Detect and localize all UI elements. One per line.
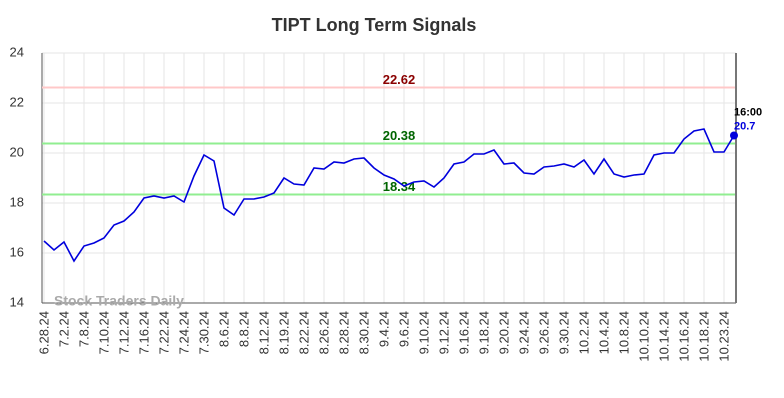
- x-tick-label: 8.22.24: [296, 311, 311, 354]
- y-tick-label: 18: [10, 194, 24, 209]
- x-tick-label: 7.12.24: [116, 311, 131, 354]
- x-tick-label: 10.4.24: [596, 311, 611, 354]
- chart-title: TIPT Long Term Signals: [272, 15, 477, 35]
- x-tick-label: 9.30.24: [556, 311, 571, 354]
- price-line: [43, 128, 735, 263]
- y-tick-label: 24: [10, 44, 24, 59]
- y-tick-label: 16: [10, 244, 24, 259]
- x-tick-label: 10.8.24: [616, 311, 631, 354]
- x-tick-label: 10.18.24: [696, 311, 711, 362]
- last-time-label: 16:00: [734, 106, 762, 118]
- x-tick-label: 7.22.24: [156, 311, 171, 354]
- x-tick-label: 9.6.24: [396, 311, 411, 347]
- x-tick-label: 9.16.24: [456, 311, 471, 354]
- x-tick-label: 10.16.24: [676, 311, 691, 362]
- x-tick-label: 7.16.24: [136, 311, 151, 354]
- x-tick-label: 10.14.24: [656, 311, 671, 362]
- x-tick-label: 7.2.24: [56, 311, 71, 347]
- x-tick-label: 8.28.24: [336, 311, 351, 354]
- x-tick-label: 8.26.24: [316, 311, 331, 354]
- last-value-label: 20.7: [734, 120, 755, 132]
- x-tick-label: 9.20.24: [496, 311, 511, 354]
- x-tick-label: 9.24.24: [516, 311, 531, 354]
- x-tick-label: 8.12.24: [256, 311, 271, 354]
- watermark: Stock Traders Daily: [54, 293, 184, 309]
- x-tick-label: 10.10.24: [636, 311, 651, 362]
- x-tick-label: 9.26.24: [536, 311, 551, 354]
- x-tick-label: 7.30.24: [196, 311, 211, 354]
- x-tick-label: 7.8.24: [76, 311, 91, 347]
- x-tick-label: 8.30.24: [356, 311, 371, 354]
- x-tick-label: 10.2.24: [576, 311, 591, 354]
- x-tick-label: 9.4.24: [376, 311, 391, 347]
- signal-label: 18.34: [383, 179, 416, 194]
- signal-label: 20.38: [383, 128, 416, 143]
- x-tick-label: 6.28.24: [36, 311, 51, 354]
- x-tick-label: 9.12.24: [436, 311, 451, 354]
- x-tick-label: 8.6.24: [216, 311, 231, 347]
- y-tick-label: 20: [10, 144, 24, 159]
- x-tick-label: 9.18.24: [476, 311, 491, 354]
- x-tick-label: 7.10.24: [96, 311, 111, 354]
- y-tick-label: 14: [10, 294, 24, 309]
- last-point: [730, 131, 738, 140]
- x-tick-label: 8.8.24: [236, 311, 251, 347]
- x-tick-label: 9.10.24: [416, 311, 431, 354]
- y-tick-label: 22: [10, 94, 24, 109]
- x-tick-label: 8.19.24: [276, 311, 291, 354]
- x-tick-label: 10.23.24: [716, 311, 731, 362]
- signal-label: 22.62: [383, 72, 416, 87]
- x-tick-label: 7.24.24: [176, 311, 191, 354]
